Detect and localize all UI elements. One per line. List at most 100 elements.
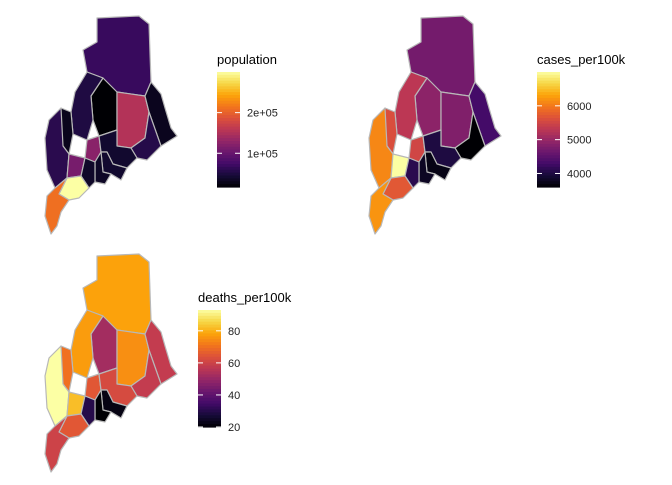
colorbar-tick-label: 4000 — [567, 168, 591, 180]
colorbar-segment — [537, 132, 560, 136]
colorbar-segment — [537, 152, 560, 156]
colorbar-segment — [537, 86, 560, 90]
colorbar-segment — [537, 155, 560, 159]
colorbar-segment — [198, 324, 221, 329]
colorbar-segment — [217, 86, 240, 90]
colorbar-segment — [217, 164, 240, 168]
colorbar-segment — [217, 175, 240, 179]
colorbar-segment — [217, 143, 240, 148]
colorbar-segment — [537, 129, 560, 133]
colorbar-segment — [537, 83, 560, 87]
colorbar-segment — [537, 77, 560, 82]
colorbar-segment — [537, 112, 560, 116]
colorbar-segment — [198, 412, 221, 416]
colorbar-segment — [537, 74, 560, 79]
colorbar-segment — [217, 152, 240, 156]
colorbar-segment — [198, 333, 221, 337]
colorbar-segment — [198, 386, 221, 390]
colorbar-segment — [537, 175, 560, 179]
colorbar-segment — [537, 123, 560, 128]
colorbar-segment — [217, 72, 240, 76]
colorbar-segment — [537, 72, 560, 76]
colorbar-segment — [217, 112, 240, 116]
legend-cases-per100k: cases_per100k 4000 5000 6000 — [537, 52, 626, 188]
colorbar-segment — [198, 371, 221, 375]
colorbar-segment — [217, 135, 240, 139]
colorbar-segment — [198, 321, 221, 326]
colorbar-segment — [537, 143, 560, 148]
colorbar-tick-label: 1e+05 — [247, 148, 278, 160]
colorbar-segment — [198, 312, 221, 317]
colorbar-segment — [217, 118, 240, 122]
colorbar-segment — [217, 97, 240, 102]
colorbar-segment — [537, 103, 560, 108]
colorbar-segment — [537, 178, 560, 182]
colorbar-segment — [217, 83, 240, 87]
legend-title: cases_per100k — [537, 52, 626, 67]
colorbar-tick-label: 2e+05 — [247, 108, 278, 120]
colorbar-segment — [537, 172, 560, 177]
colorbar-segment — [217, 166, 240, 171]
colorbar-tick-label: 20 — [228, 422, 240, 434]
colorbar-segment — [537, 92, 560, 96]
colorbar-segment — [198, 342, 221, 346]
map-panel-deaths-per100k — [44, 253, 178, 473]
colorbar-segment — [198, 336, 221, 340]
colorbar-segment — [198, 353, 221, 358]
colorbar-segment — [217, 155, 240, 159]
colorbar-segment — [198, 318, 221, 323]
colorbar-segment — [217, 115, 240, 119]
colorbar-segment — [198, 409, 221, 413]
colorbar-segment — [537, 95, 560, 99]
colorbar-segment — [217, 77, 240, 82]
colorbar-segment — [217, 146, 240, 151]
colorbar-segment — [198, 315, 221, 320]
colorbar — [537, 72, 560, 188]
colorbar-segment — [217, 169, 240, 174]
colorbar-segment — [217, 74, 240, 79]
colorbar-segment — [217, 161, 240, 165]
county-york — [368, 177, 394, 235]
colorbar-segment — [537, 97, 560, 102]
colorbar-segment — [198, 330, 221, 334]
colorbar-segment — [217, 92, 240, 96]
colorbar-segment — [537, 100, 560, 105]
colorbar-segment — [537, 184, 560, 188]
colorbar — [198, 310, 221, 428]
legend-title: population — [217, 52, 277, 67]
colorbar-segment — [198, 400, 221, 405]
map-panel-cases-per100k — [368, 15, 502, 235]
colorbar-segment — [217, 138, 240, 142]
colorbar-segment — [537, 115, 560, 119]
colorbar-segment — [537, 149, 560, 154]
colorbar-segment — [537, 135, 560, 139]
colorbar-segment — [198, 397, 221, 402]
colorbar-segment — [217, 126, 240, 131]
colorbar-segment — [537, 169, 560, 174]
colorbar-tick-label: 80 — [228, 326, 240, 338]
colorbar-segment — [537, 89, 560, 93]
colorbar-segment — [198, 391, 221, 396]
colorbar-segment — [198, 310, 221, 314]
colorbar-tick-label: 6000 — [567, 101, 591, 113]
colorbar-segment — [217, 149, 240, 154]
colorbar-segment — [537, 181, 560, 185]
colorbar-segment — [217, 89, 240, 93]
county-york — [44, 177, 70, 235]
colorbar-segment — [198, 374, 221, 378]
colorbar-segment — [198, 362, 221, 367]
colorbar-segment — [217, 178, 240, 182]
colorbar-segment — [217, 106, 240, 110]
colorbar-segment — [537, 138, 560, 142]
colorbar-segment — [198, 424, 221, 428]
legend-title: deaths_per100k — [198, 290, 292, 305]
colorbar-segment — [537, 120, 560, 125]
colorbar-segment — [537, 141, 560, 145]
colorbar-segment — [198, 403, 221, 408]
colorbar-segment — [198, 345, 221, 349]
colorbar-segment — [537, 106, 560, 110]
colorbar-segment — [217, 184, 240, 188]
colorbar-segment — [217, 172, 240, 177]
colorbar-segment — [217, 181, 240, 185]
colorbar-segment — [217, 123, 240, 128]
